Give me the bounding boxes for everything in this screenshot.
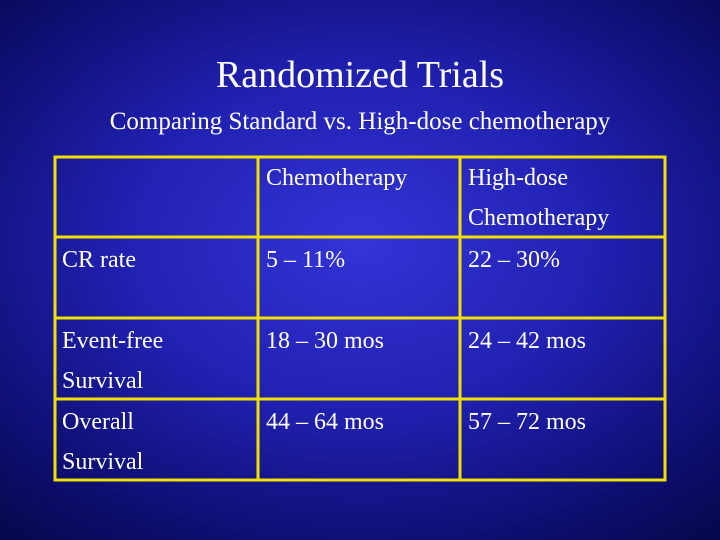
table-cell: 5 – 11% [266, 247, 346, 273]
table-cell: 57 – 72 mos [468, 409, 587, 435]
table-cell: 44 – 64 mos [266, 409, 385, 435]
column-header: Chemotherapy [266, 165, 408, 191]
slide-subtitle: Comparing Standard vs. High-dose chemoth… [109, 108, 611, 135]
table-cell: 24 – 42 mos [468, 328, 587, 354]
slide-title: Randomized Trials [215, 54, 505, 96]
table-cell: 18 – 30 mos [266, 328, 385, 354]
row-label: Overall Survival [62, 409, 144, 475]
column-header: High-dose Chemotherapy [468, 165, 610, 231]
row-label: Event-free Survival [62, 328, 164, 394]
table-cell: 22 – 30% [468, 247, 560, 273]
row-label: CR rate [62, 247, 136, 273]
